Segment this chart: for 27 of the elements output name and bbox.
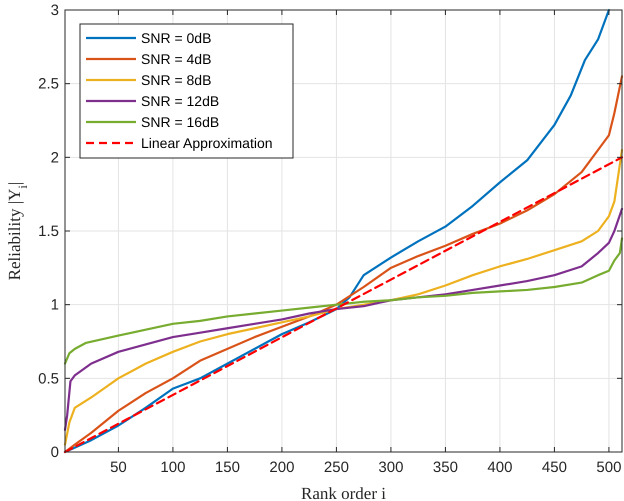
- x-tick-label: 500: [596, 459, 622, 476]
- legend-label: SNR = 0dB: [141, 30, 212, 46]
- legend-label: SNR = 4dB: [141, 51, 212, 67]
- x-tick-label: 350: [432, 459, 458, 476]
- y-tick-label: 3: [50, 2, 59, 19]
- x-tick-label: 450: [542, 459, 567, 476]
- y-tick-label: 1: [50, 296, 59, 314]
- legend-label: SNR = 8dB: [141, 72, 212, 88]
- y-tick-label: 1.5: [38, 223, 59, 240]
- line-series: [64, 237, 624, 365]
- line-series: [64, 75, 624, 454]
- x-tick-label: 100: [160, 459, 186, 476]
- x-tick-label: 250: [324, 459, 349, 476]
- x-axis-title: Rank order i: [301, 484, 386, 501]
- y-tick-label: 2: [50, 149, 59, 166]
- legend-label: Linear Approximation: [141, 135, 273, 151]
- line-series: [64, 208, 624, 431]
- y-tick-label: 2.5: [38, 76, 59, 93]
- legend-label: SNR = 16dB: [141, 114, 220, 130]
- x-tick-label: 50: [110, 459, 127, 476]
- x-tick-label: 200: [269, 459, 294, 476]
- x-tick-label: 400: [487, 459, 512, 476]
- legend-label: SNR = 12dB: [141, 93, 220, 109]
- y-tick-label: 0: [50, 444, 59, 461]
- x-tick-label: 150: [214, 459, 240, 476]
- x-tick-label: 300: [378, 459, 404, 476]
- y-tick-label: 0.5: [38, 370, 59, 388]
